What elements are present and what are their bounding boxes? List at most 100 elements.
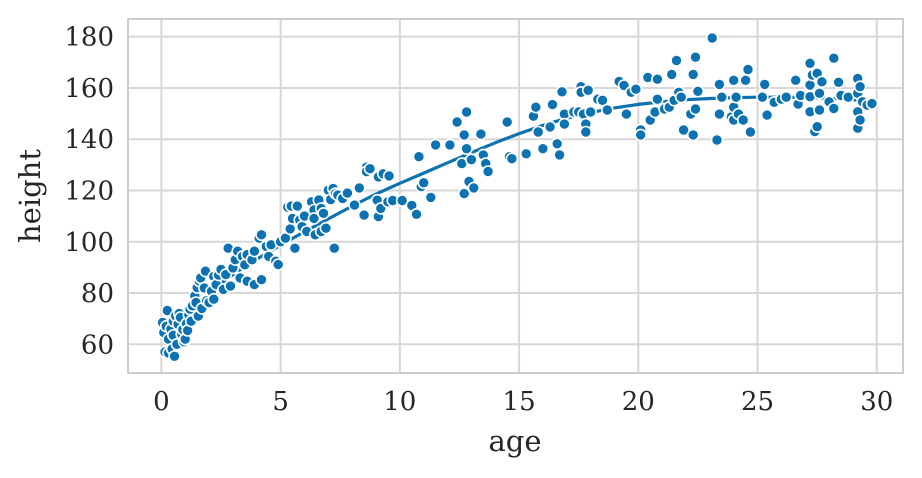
- y-axis-tick-labels: 60 80 100 120 140 160 180: [64, 23, 114, 361]
- data-point: [689, 50, 702, 64]
- y-tick-label: 180: [64, 23, 114, 53]
- data-point: [412, 150, 426, 163]
- data-point: [546, 98, 559, 111]
- data-point: [443, 138, 457, 152]
- data-point: [505, 152, 519, 165]
- x-tick-label: 20: [622, 387, 655, 417]
- data-point: [832, 76, 845, 89]
- data-point: [307, 212, 321, 225]
- data-point: [713, 107, 726, 121]
- data-point: [357, 208, 371, 222]
- data-point: [803, 78, 817, 92]
- data-point: [207, 292, 221, 306]
- data-point: [584, 105, 597, 119]
- data-point: [382, 169, 396, 183]
- data-point: [596, 94, 609, 107]
- data-point: [224, 279, 237, 293]
- data-point: [465, 153, 478, 166]
- data-point: [629, 82, 643, 96]
- data-point: [417, 176, 431, 190]
- data-point: [827, 102, 841, 115]
- data-point: [853, 113, 867, 127]
- x-tick-label: 30: [860, 387, 893, 417]
- x-tick-label: 15: [503, 387, 536, 417]
- data-point: [429, 138, 442, 152]
- data-point: [815, 75, 829, 89]
- data-point: [810, 120, 824, 133]
- data-point: [691, 85, 705, 98]
- y-tick-label: 80: [81, 279, 114, 309]
- data-point: [168, 349, 181, 363]
- data-point: [553, 148, 566, 162]
- data-point: [651, 92, 664, 106]
- y-tick-label: 120: [64, 177, 114, 207]
- data-point: [705, 31, 719, 45]
- data-point: [319, 221, 333, 235]
- data-point: [161, 304, 174, 317]
- data-point: [288, 241, 302, 255]
- data-point: [348, 198, 361, 212]
- data-point: [519, 147, 533, 161]
- data-point: [536, 142, 550, 155]
- data-point: [665, 68, 679, 81]
- data-point: [529, 100, 543, 114]
- data-point: [853, 80, 867, 93]
- data-point: [729, 90, 743, 104]
- x-tick-label: 5: [272, 387, 289, 417]
- data-point: [255, 273, 268, 287]
- data-point: [341, 186, 354, 200]
- x-axis-label: age: [488, 424, 541, 458]
- data-point: [779, 90, 793, 104]
- data-point: [395, 194, 409, 207]
- data-point: [651, 72, 664, 86]
- x-tick-label: 0: [153, 387, 170, 417]
- data-point: [620, 107, 633, 121]
- data-point: [424, 191, 438, 204]
- y-tick-label: 100: [64, 228, 114, 258]
- data-point: [457, 128, 471, 142]
- data-point: [813, 87, 826, 100]
- data-point: [460, 105, 473, 119]
- y-tick-label: 160: [64, 74, 114, 104]
- data-point: [755, 90, 769, 104]
- data-point: [744, 125, 757, 139]
- data-point: [634, 128, 648, 142]
- scatter-points: [156, 31, 879, 363]
- data-point: [670, 54, 683, 67]
- data-point: [715, 90, 729, 104]
- data-point: [543, 120, 557, 134]
- data-point: [500, 115, 514, 129]
- data-point: [686, 68, 700, 81]
- data-point: [865, 97, 879, 110]
- data-point: [363, 162, 377, 175]
- data-point: [550, 137, 564, 151]
- data-point: [317, 207, 330, 220]
- data-point: [803, 56, 817, 70]
- data-point: [558, 117, 571, 131]
- data-point: [600, 103, 614, 117]
- y-tick-label: 60: [81, 330, 114, 360]
- gridlines: [128, 19, 903, 373]
- data-point: [460, 142, 473, 155]
- data-point: [736, 113, 750, 127]
- data-point: [581, 84, 595, 97]
- data-point: [290, 199, 304, 213]
- data-point: [327, 241, 341, 255]
- data-point: [741, 63, 755, 76]
- x-tick-label: 25: [741, 387, 774, 417]
- data-point: [283, 222, 297, 236]
- data-point: [739, 74, 752, 87]
- plot-border: [127, 18, 904, 374]
- data-point: [555, 85, 569, 99]
- data-point: [457, 187, 471, 200]
- data-point: [467, 181, 481, 195]
- data-point: [248, 244, 261, 258]
- data-point: [450, 115, 464, 129]
- data-point: [689, 102, 702, 116]
- data-point: [579, 125, 593, 139]
- data-point: [677, 123, 690, 137]
- x-axis-tick-labels: 0 5 10 15 20 25 30: [153, 387, 893, 417]
- data-point: [813, 103, 826, 117]
